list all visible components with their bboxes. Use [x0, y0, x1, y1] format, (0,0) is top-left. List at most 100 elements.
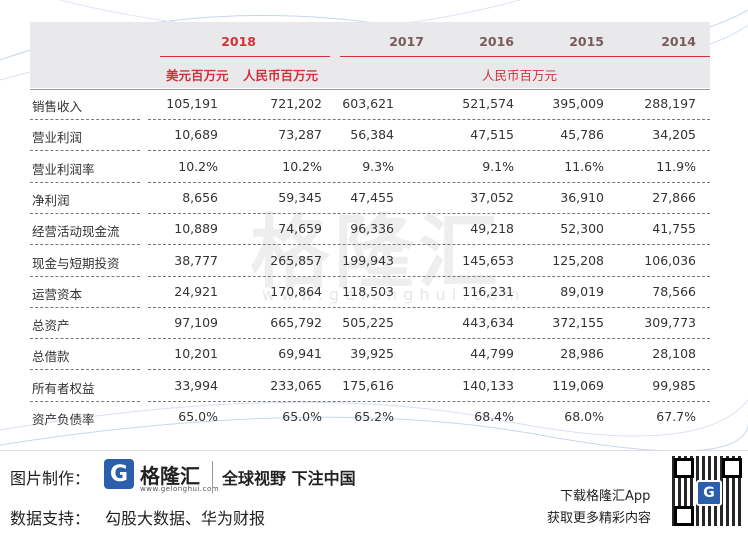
row-label: 营业利润 — [32, 130, 83, 146]
year-header-2014: 2014 — [661, 34, 696, 49]
table-cell: 443,634 — [462, 315, 514, 331]
table-cell: 265,857 — [270, 252, 322, 268]
row-label: 所有者权益 — [32, 380, 95, 396]
download-app-text: 下载格隆汇App — [560, 489, 651, 504]
brand-logo-icon: G — [104, 459, 134, 489]
slogan: 全球视野 下注中国 — [222, 469, 356, 488]
year-header-2018: 2018 — [221, 34, 256, 49]
table-header-band — [30, 22, 710, 88]
table-cell: 505,225 — [342, 315, 394, 331]
row-divider — [148, 244, 710, 246]
table-cell: 73,287 — [278, 127, 322, 143]
table-cell: 67.7% — [656, 409, 696, 424]
row-label: 营业利润率 — [32, 161, 95, 177]
unit-rmb-history: 人民币百万元 — [482, 68, 558, 83]
table-cell: 175,616 — [342, 377, 394, 393]
row-divider — [30, 244, 140, 246]
table-cell: 56,384 — [350, 127, 394, 143]
row-divider — [30, 275, 140, 277]
row-divider — [30, 306, 140, 308]
table-cell: 68.4% — [474, 409, 514, 424]
table-cell: 10,689 — [174, 127, 218, 143]
table-cell: 65.0% — [178, 409, 218, 424]
table-cell: 65.0% — [282, 409, 322, 424]
table-cell: 24,921 — [174, 283, 218, 299]
row-divider — [30, 400, 140, 402]
header-rule-history — [340, 56, 710, 57]
table-cell: 170,864 — [270, 283, 322, 299]
table-cell: 39,925 — [350, 346, 394, 362]
brand-url: www.gelonghui.com — [140, 485, 220, 493]
table-cell: 52,300 — [560, 221, 604, 237]
row-divider — [30, 212, 140, 214]
row-label: 总资产 — [32, 318, 70, 334]
row-divider — [148, 181, 710, 183]
table-cell: 45,786 — [560, 127, 604, 143]
table-cell: 97,109 — [174, 315, 218, 331]
table-cell: 372,155 — [552, 315, 604, 331]
row-label: 运营资本 — [32, 286, 83, 302]
unit-rmb: 人民币百万元 — [243, 68, 319, 83]
table-cell: 603,621 — [342, 96, 394, 111]
row-divider — [148, 338, 710, 340]
table-cell: 199,943 — [342, 252, 394, 268]
table-cell: 10.2% — [178, 158, 218, 174]
row-divider — [148, 400, 710, 402]
table-cell: 118,503 — [342, 283, 394, 299]
table-cell: 288,197 — [644, 96, 696, 111]
table-cell: 47,455 — [350, 189, 394, 205]
table-cell: 89,019 — [560, 283, 604, 299]
table-cell: 10,889 — [174, 221, 218, 237]
row-divider — [148, 369, 710, 371]
table-cell: 721,202 — [270, 96, 322, 111]
table-cell: 44,799 — [470, 346, 514, 362]
table-cell: 11.6% — [564, 158, 604, 174]
year-header-2015: 2015 — [569, 34, 604, 49]
table-cell: 665,792 — [270, 315, 322, 331]
qr-finder-bottom-left — [674, 506, 694, 526]
row-divider — [30, 338, 140, 340]
header-rule-2018 — [160, 56, 330, 57]
row-divider — [148, 212, 710, 214]
financial-table: 2018 2017 2016 2015 2014 美元百万元 人民币百万元 人民… — [30, 22, 710, 427]
table-cell: 105,191 — [166, 96, 218, 111]
made-by-label: 图片制作： — [10, 469, 91, 488]
table-cell: 41,755 — [652, 221, 696, 237]
table-cell: 10,201 — [174, 346, 218, 362]
row-divider — [148, 119, 710, 120]
table-cell: 96,336 — [350, 221, 394, 237]
table-cell: 33,994 — [174, 377, 218, 393]
row-label: 现金与短期投资 — [32, 255, 120, 271]
table-cell: 28,108 — [652, 346, 696, 362]
row-label: 净利润 — [32, 192, 70, 208]
table-cell: 68.0% — [564, 409, 604, 424]
table-cell: 233,065 — [270, 377, 322, 393]
qr-brand-icon: G — [696, 480, 722, 506]
year-header-2016: 2016 — [479, 34, 514, 49]
row-divider — [30, 369, 140, 371]
watermark-text: 格隆汇 — [250, 206, 502, 299]
row-divider — [30, 119, 140, 120]
row-divider — [148, 275, 710, 277]
table-cell: 309,773 — [644, 315, 696, 331]
table-cell: 34,205 — [652, 127, 696, 143]
table-cell: 8,656 — [182, 189, 218, 205]
qr-finder-top-left — [674, 458, 694, 478]
table-cell: 119,069 — [552, 377, 604, 393]
row-divider — [148, 150, 710, 152]
header-bottom-rule — [30, 89, 710, 90]
row-label: 销售收入 — [32, 99, 83, 114]
table-cell: 116,231 — [462, 283, 514, 299]
table-cell: 36,910 — [560, 189, 604, 205]
download-more-text: 获取更多精彩内容 — [547, 511, 652, 526]
table-cell: 9.3% — [362, 158, 394, 174]
table-cell: 140,133 — [462, 377, 514, 393]
table-cell: 65.2% — [354, 409, 394, 424]
footer-divider — [212, 461, 213, 493]
table-cell: 145,653 — [462, 252, 514, 268]
table-cell: 106,036 — [644, 252, 696, 268]
table-cell: 9.1% — [482, 158, 514, 174]
table-cell: 28,986 — [560, 346, 604, 362]
brand-name: 格隆汇 — [140, 464, 200, 488]
data-source-label: 数据支持： — [10, 509, 91, 528]
